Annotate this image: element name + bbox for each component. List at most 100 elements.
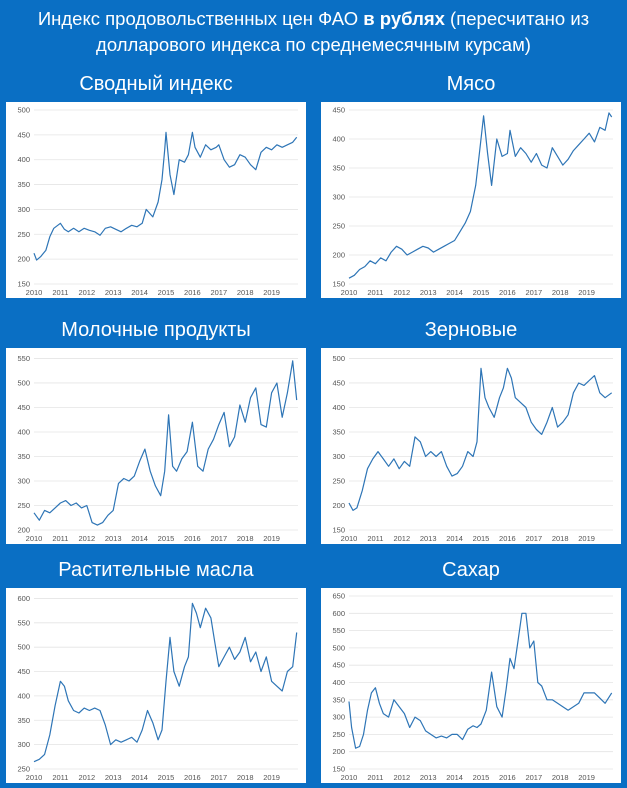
x-tick-label: 2013	[105, 288, 122, 297]
y-tick-label: 400	[332, 678, 345, 687]
y-tick-label: 500	[17, 643, 30, 652]
chart-title-cereals: Зерновые	[424, 319, 518, 341]
y-tick-label: 300	[17, 476, 30, 485]
x-tick-label: 2018	[552, 534, 569, 543]
x-tick-label: 2014	[446, 534, 463, 543]
header-line-2: долларового индекса по среднемесячным ку…	[96, 34, 531, 55]
y-tick-label: 250	[17, 765, 30, 774]
x-tick-label: 2013	[105, 534, 122, 543]
x-tick-label: 2011	[367, 534, 383, 543]
x-tick-label: 2016	[499, 534, 516, 543]
x-tick-label: 2014	[446, 773, 463, 782]
chart-title-dairy: Молочные продукты	[61, 319, 251, 341]
chart-title-sugar: Сахар	[442, 559, 500, 581]
plot-area-sugar: 150 200 250 300 350 400 450 500 550 600 650 2010 201…	[332, 592, 613, 782]
y-tick-label: 150	[332, 765, 345, 774]
x-tick-label: 2015	[473, 288, 490, 297]
x-tick-label: 2011	[52, 534, 68, 543]
y-tick-label: 450	[17, 130, 30, 139]
x-tick-label: 2015	[473, 773, 490, 782]
x-tick-label: 2010	[341, 288, 358, 297]
y-tick-label: 450	[332, 661, 345, 670]
x-tick-label: 2013	[420, 534, 437, 543]
y-tick-label: 300	[332, 713, 345, 722]
y-tick-label: 200	[332, 747, 345, 756]
y-tick-label: 150	[332, 280, 345, 289]
x-tick-label: 2011	[52, 288, 68, 297]
y-tick-label: 200	[17, 255, 30, 264]
x-tick-label: 2012	[393, 288, 410, 297]
plot-area-composite: 150 200 250 300 350 400 450 500 2010 2011 2012 2013…	[17, 106, 298, 297]
x-tick-label: 2017	[210, 534, 227, 543]
x-tick-label: 2019	[578, 773, 595, 782]
x-tick-label: 2014	[131, 773, 148, 782]
series-line-cereals	[348, 367, 613, 511]
x-tick-label: 2012	[78, 288, 95, 297]
series-line-meat	[348, 112, 613, 279]
chart-title-vegetable-oils: Растительные масла	[58, 559, 254, 581]
y-tick-label: 150	[17, 280, 30, 289]
x-tick-label: 2017	[210, 288, 227, 297]
x-tick-label: 2012	[393, 773, 410, 782]
x-tick-label: 2010	[341, 534, 358, 543]
series-line-composite	[33, 131, 298, 261]
x-tick-label: 2012	[393, 534, 410, 543]
y-tick-label: 500	[17, 378, 30, 387]
x-tick-label: 2013	[420, 773, 437, 782]
y-tick-label: 600	[17, 594, 30, 603]
y-tick-label: 350	[17, 716, 30, 725]
y-tick-label: 250	[332, 222, 345, 231]
x-tick-label: 2017	[525, 534, 542, 543]
x-tick-label: 2016	[184, 773, 201, 782]
series-line-dairy	[33, 360, 298, 526]
x-tick-label: 2015	[158, 773, 175, 782]
x-tick-label: 2012	[78, 534, 95, 543]
y-tick-label: 200	[332, 501, 345, 510]
y-tick-label: 300	[17, 740, 30, 749]
y-tick-label: 450	[332, 106, 345, 115]
x-tick-label: 2014	[131, 288, 148, 297]
x-tick-label: 2018	[237, 288, 254, 297]
y-tick-label: 400	[17, 155, 30, 164]
x-tick-label: 2019	[263, 288, 280, 297]
chart-dairy: 200 250 300 350 400 450 500 550 2010 2011 2012 2013…	[6, 348, 306, 544]
plot-area-cereals: 150 200 250 300 350 400 450 500 2010 2011 2012 2013…	[332, 354, 613, 543]
y-tick-label: 350	[17, 452, 30, 461]
y-tick-label: 200	[17, 526, 30, 535]
plot-area-meat: 150 200 250 300 350 400 450 2010 2011 2012 2013 201…	[332, 106, 613, 297]
x-tick-label: 2018	[552, 288, 569, 297]
x-tick-label: 2019	[263, 773, 280, 782]
x-tick-label: 2010	[26, 534, 43, 543]
x-tick-label: 2018	[237, 534, 254, 543]
chart-composite: 150 200 250 300 350 400 450 500 2010 2011 2012 2013…	[6, 102, 306, 298]
y-tick-label: 500	[332, 354, 345, 363]
x-tick-label: 2015	[473, 534, 490, 543]
y-tick-label: 650	[332, 592, 345, 601]
x-tick-label: 2017	[210, 773, 227, 782]
x-tick-label: 2017	[525, 773, 542, 782]
y-tick-label: 450	[17, 667, 30, 676]
series-line-sugar	[348, 612, 613, 749]
y-tick-label: 250	[17, 230, 30, 239]
plot-area-vegetable-oils: 250 300 350 400 450 500 550 600 2010 2011 2012 2013…	[17, 594, 298, 782]
y-tick-label: 150	[332, 526, 345, 535]
chart-title-meat: Мясо	[446, 73, 496, 95]
y-tick-label: 200	[332, 251, 345, 260]
plot-area-dairy: 200 250 300 350 400 450 500 550 2010 2011 2012 2013…	[17, 354, 298, 543]
y-tick-label: 400	[17, 691, 30, 700]
x-tick-label: 2016	[184, 288, 201, 297]
y-tick-label: 300	[332, 193, 345, 202]
y-tick-label: 500	[332, 643, 345, 652]
chart-meat: 150 200 250 300 350 400 450 2010 2011 2012 2013 201…	[321, 102, 621, 298]
y-tick-label: 300	[332, 452, 345, 461]
series-line-vegetable-oils	[33, 602, 298, 763]
x-tick-label: 2018	[237, 773, 254, 782]
chart-cereals: 150 200 250 300 350 400 450 500 2010 2011 2012 2013…	[321, 348, 621, 544]
y-tick-label: 500	[17, 106, 30, 115]
x-tick-label: 2014	[131, 534, 148, 543]
x-tick-label: 2013	[420, 288, 437, 297]
x-tick-label: 2018	[552, 773, 569, 782]
y-tick-label: 550	[17, 618, 30, 627]
y-tick-label: 400	[332, 403, 345, 412]
chart-sugar: 150 200 250 300 350 400 450 500 550 600 650 2010 201…	[321, 588, 621, 783]
